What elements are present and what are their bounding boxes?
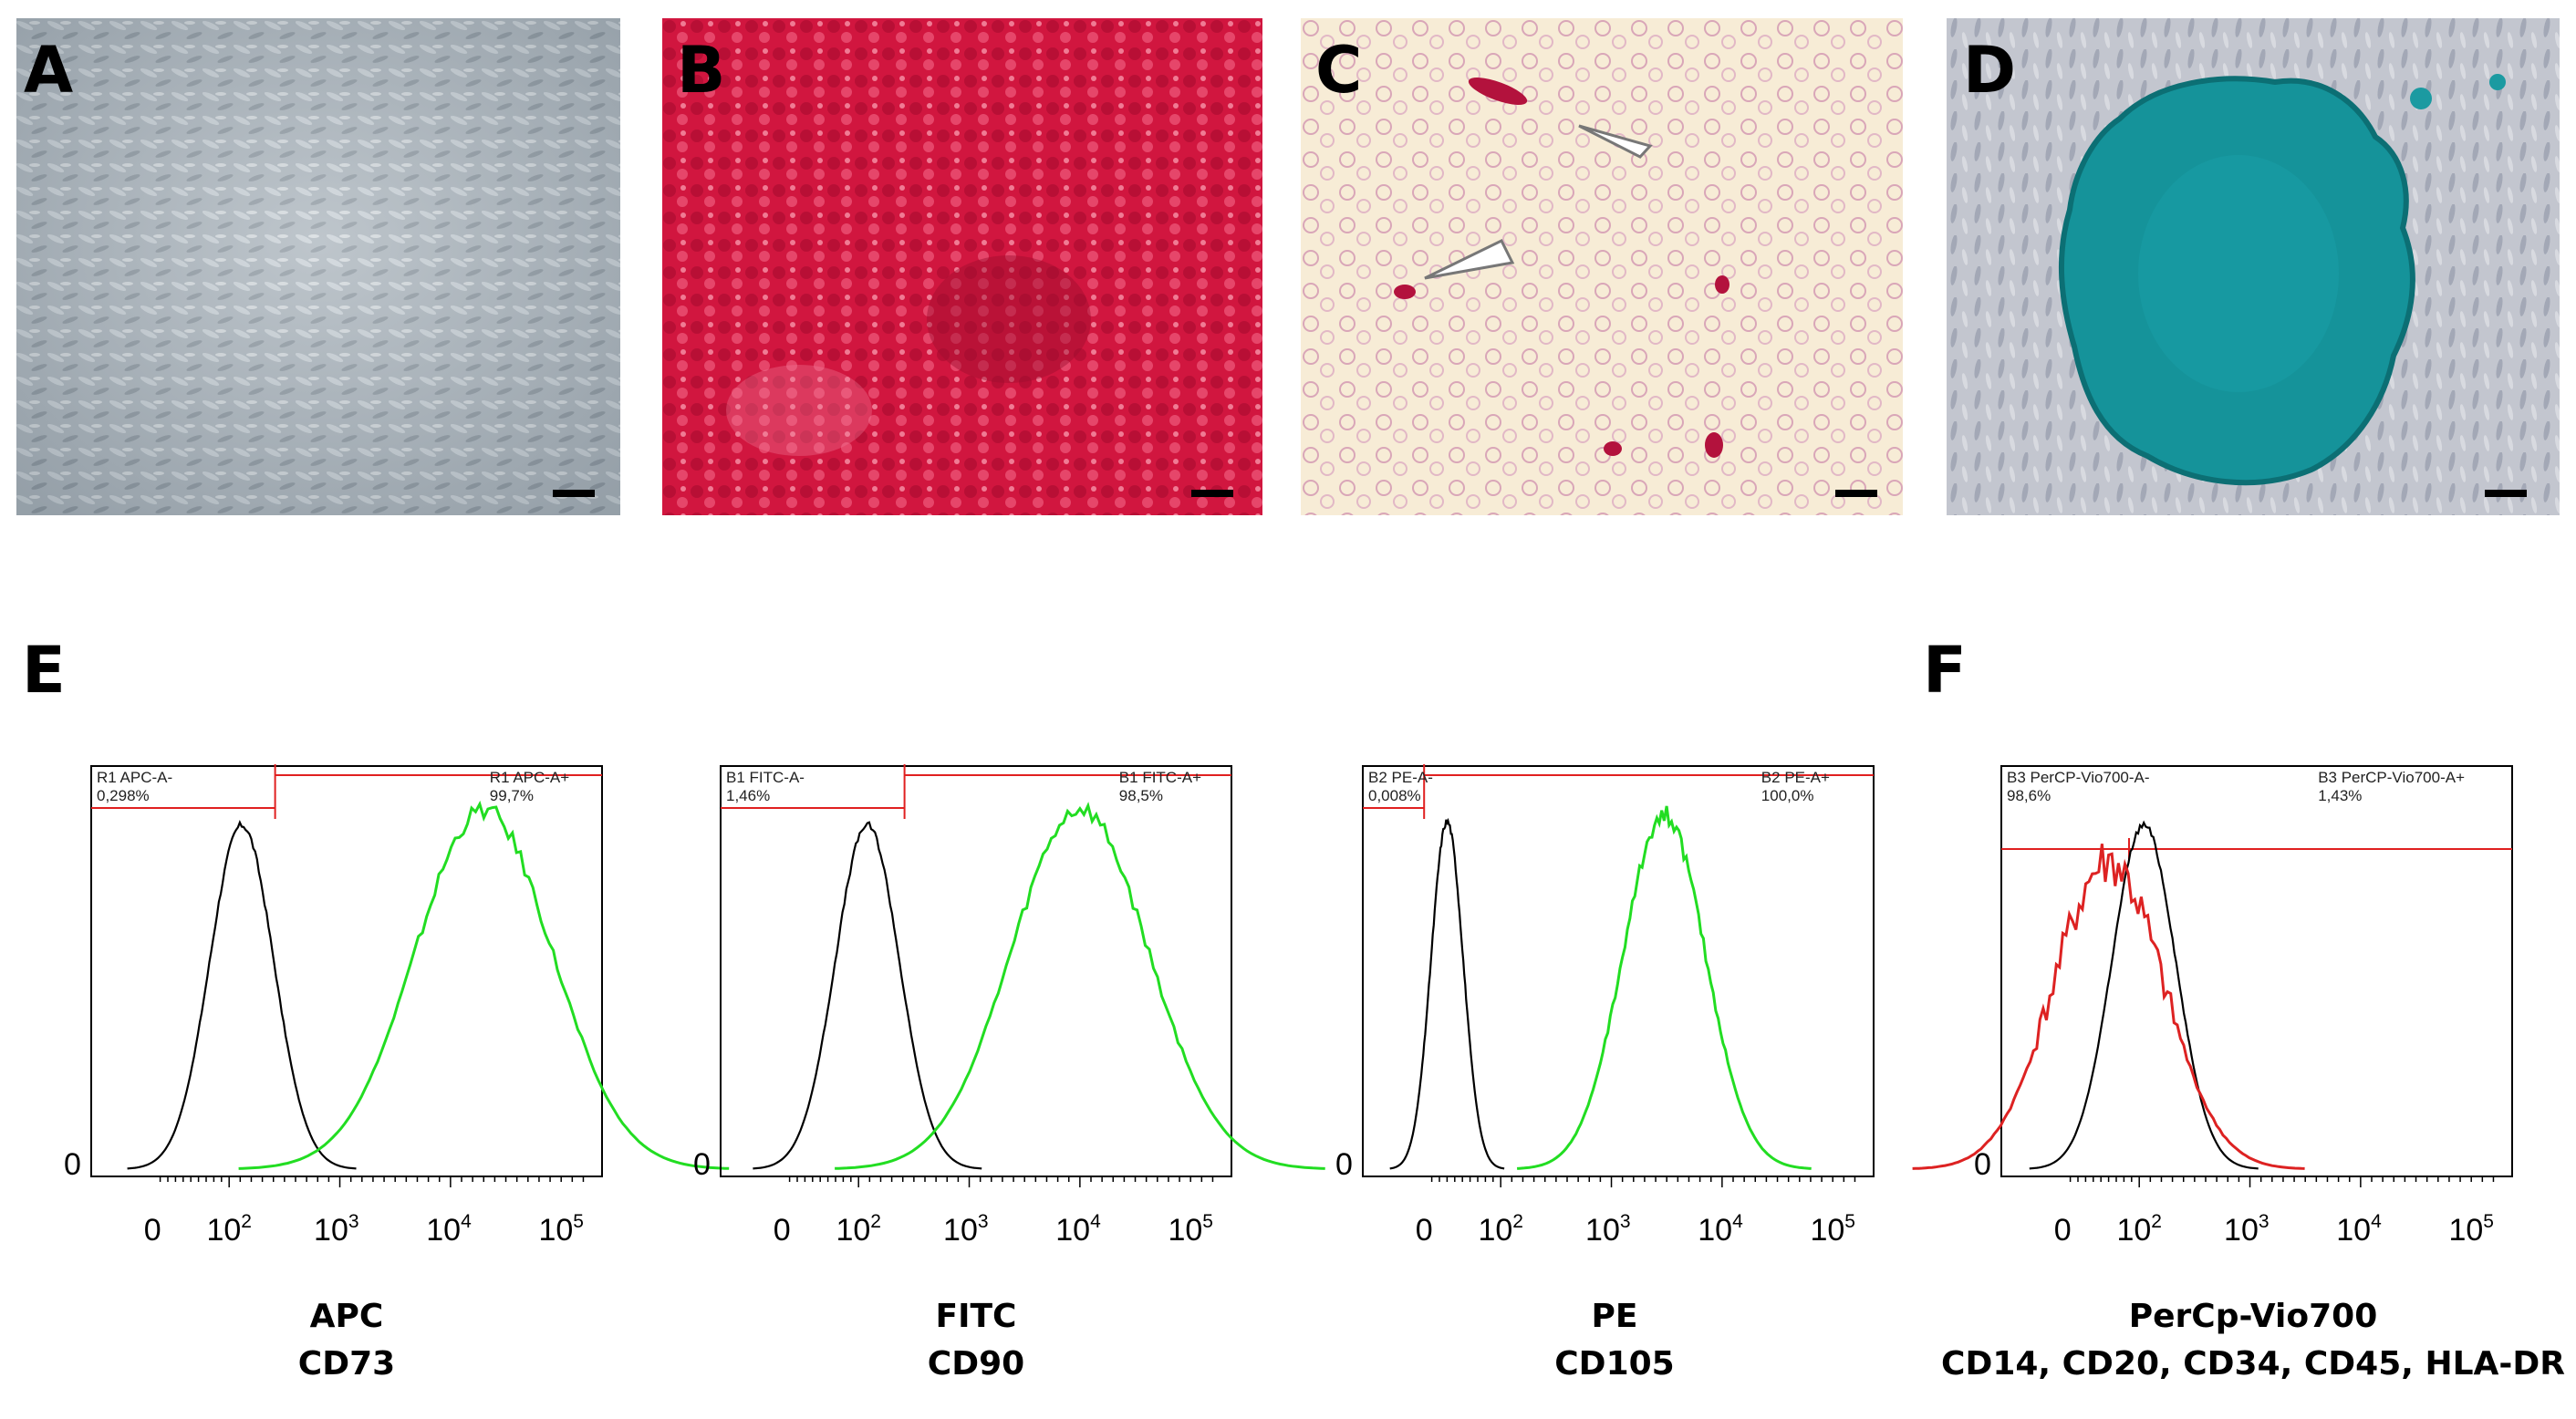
panel-c-label: C: [1315, 33, 1363, 108]
control-histogram-curve: [753, 821, 982, 1170]
y-tick-label: 0: [1335, 1147, 1353, 1182]
positive-gate-value: 100,0%: [1761, 787, 1814, 804]
histogram-lineage-markers: 0 0 102 103 104 105 B3 PerCP-Vio700-A- 98,6% B3 …: [1912, 720, 2521, 1248]
negative-gate-label: B1 FITC-A-: [726, 769, 805, 786]
positive-gate-value: 98,5%: [1119, 787, 1163, 804]
marker-label: CD90: [927, 1345, 1025, 1383]
control-histogram-curve: [1389, 817, 1505, 1170]
histogram-cd90: 0 0 102 103 104 105 B1 FITC-A- 1,46% B1 FITC-A+ 9…: [693, 720, 1325, 1248]
channel-label: PE: [1591, 1298, 1638, 1335]
positive-gate-value: 1,43%: [2318, 787, 2362, 804]
panel-d-scale-bar: [2485, 490, 2527, 497]
negative-gate-value: 1,46%: [726, 787, 770, 804]
stained-histogram-curve: [238, 800, 730, 1170]
x-tick-label: 105: [1168, 1211, 1213, 1248]
plot-frame: [90, 765, 603, 1177]
histogram-cd73: 0 0 102 103 104 105 R1 APC-A- 0,298% R1 APC-A+ 99…: [64, 720, 730, 1248]
marker-label: CD14, CD20, CD34, CD45, HLA-DR: [1941, 1345, 2565, 1383]
panel-d-label: D: [1963, 33, 2017, 108]
panel-c-micrograph: [1301, 18, 1903, 515]
y-tick-label: 0: [693, 1147, 711, 1182]
negative-gate-label: B3 PerCP-Vio700-A-: [2007, 769, 2150, 786]
panel-c-scale-bar: [1835, 490, 1877, 497]
panel-a-label: A: [24, 33, 74, 108]
marker-label: CD73: [297, 1345, 396, 1383]
panel-a-scale-bar: [553, 490, 595, 497]
x-tick-label: 103: [1585, 1211, 1631, 1248]
y-tick-label: 0: [1974, 1147, 1991, 1182]
x-tick-label: 0: [1416, 1213, 1433, 1248]
x-tick-label: 105: [538, 1211, 584, 1248]
x-axis-label-cd105: PE CD105: [1478, 1293, 1751, 1388]
stained-histogram-curve: [1912, 844, 2305, 1170]
stained-histogram-curve: [1516, 805, 1812, 1170]
x-axis-label-lineage-markers: PerCp-Vio700 CD14, CD20, CD34, CD45, HLA…: [1934, 1293, 2572, 1388]
x-axis-label-cd90: FITC CD90: [839, 1293, 1113, 1388]
positive-gate-label: B1 FITC-A+: [1119, 769, 1201, 786]
positive-gate-value: 99,7%: [490, 787, 534, 804]
x-tick-label: 104: [1055, 1211, 1101, 1248]
panel-b-label: B: [677, 33, 726, 108]
x-tick-label: 0: [144, 1213, 161, 1248]
negative-gate-label: B2 PE-A-: [1368, 769, 1433, 786]
arrowhead-marker: [1578, 124, 1653, 159]
negative-gate-value: 0,298%: [97, 787, 150, 804]
plot-frame: [1362, 765, 1875, 1177]
panel-b-micrograph: [662, 18, 1262, 515]
x-tick-label: 104: [426, 1211, 472, 1248]
section-e-label: E: [22, 633, 66, 708]
histogram-cd105: 0 0 102 103 104 105 B2 PE-A- 0,008% B2 PE-A+ 100,…: [1335, 720, 1883, 1248]
control-histogram-curve: [127, 820, 357, 1170]
y-tick-label: 0: [64, 1147, 81, 1182]
control-histogram-curve: [2029, 820, 2259, 1170]
x-tick-label: 102: [206, 1211, 252, 1248]
channel-label: FITC: [935, 1298, 1017, 1335]
channel-label: PerCp-Vio700: [2128, 1298, 2378, 1335]
stained-histogram-curve: [835, 802, 1325, 1170]
x-tick-label: 103: [943, 1211, 989, 1248]
panel-a-micrograph: [16, 18, 620, 515]
negative-gate-label: R1 APC-A-: [97, 769, 172, 786]
section-f-label: F: [1923, 633, 1967, 708]
x-tick-label: 104: [1698, 1211, 1743, 1248]
positive-gate-label: R1 APC-A+: [490, 769, 569, 786]
x-tick-label: 103: [314, 1211, 359, 1248]
x-tick-label: 0: [2054, 1213, 2072, 1248]
x-tick-label: 103: [2224, 1211, 2270, 1248]
negative-gate-value: 0,008%: [1368, 787, 1421, 804]
x-tick-label: 104: [2336, 1211, 2382, 1248]
plot-frame: [720, 765, 1232, 1177]
panel-b-scale-bar: [1191, 490, 1233, 497]
x-tick-label: 105: [1810, 1211, 1855, 1248]
positive-gate-label: B3 PerCP-Vio700-A+: [2318, 769, 2465, 786]
arrowhead-marker: [1424, 239, 1515, 280]
x-tick-label: 105: [2448, 1211, 2494, 1248]
plot-frame: [2000, 765, 2513, 1177]
x-tick-label: 102: [1478, 1211, 1523, 1248]
panel-d-micrograph: [1947, 18, 2560, 515]
marker-label: CD105: [1554, 1345, 1675, 1383]
x-tick-label: 102: [836, 1211, 881, 1248]
negative-gate-value: 98,6%: [2007, 787, 2051, 804]
x-tick-label: 0: [774, 1213, 791, 1248]
x-axis-label-cd73: APC CD73: [210, 1293, 483, 1388]
x-tick-label: 102: [2116, 1211, 2162, 1248]
positive-gate-label: B2 PE-A+: [1761, 769, 1830, 786]
channel-label: APC: [309, 1298, 384, 1335]
